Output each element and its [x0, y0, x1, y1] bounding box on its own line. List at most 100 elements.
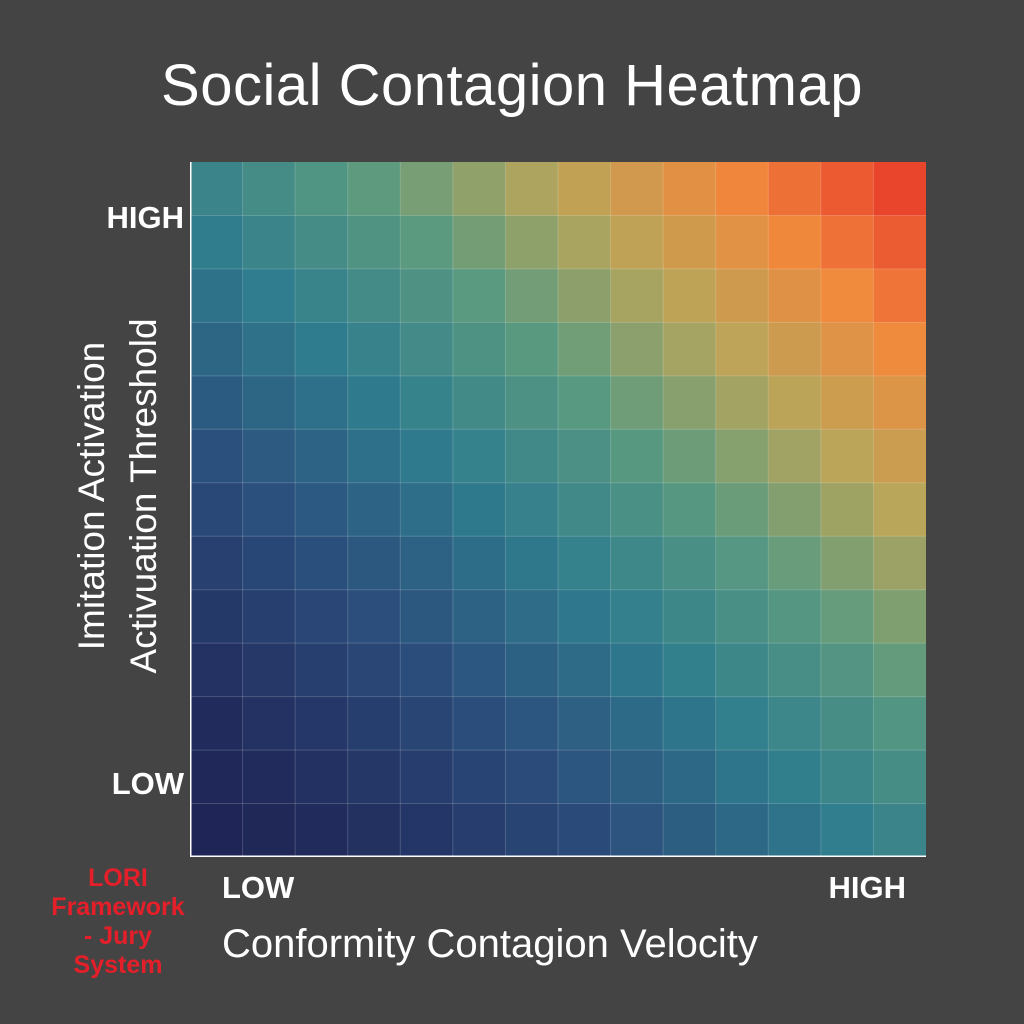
heatmap-cell — [715, 322, 769, 377]
heatmap-cell — [190, 375, 244, 430]
heatmap-cell — [452, 589, 506, 644]
heatmap-cell — [558, 696, 612, 751]
heatmap-cell — [715, 429, 769, 484]
heatmap-cell — [820, 375, 874, 430]
heatmap-cell — [400, 375, 454, 430]
heatmap-cell — [295, 482, 349, 537]
heatmap-cell — [558, 589, 612, 644]
heatmap-cell — [873, 429, 926, 484]
heatmap-cell — [242, 696, 296, 751]
heatmap-cell — [610, 215, 664, 270]
heatmap-cell — [610, 429, 664, 484]
heatmap-cell — [558, 375, 612, 430]
heatmap-cell — [558, 643, 612, 698]
heatmap-cell — [347, 750, 401, 805]
heatmap-cell — [400, 696, 454, 751]
heatmap-cell — [505, 162, 559, 216]
heatmap-cell — [190, 429, 244, 484]
heatmap-cell — [663, 536, 717, 591]
heatmap-cell — [190, 268, 244, 323]
heatmap-cell — [190, 696, 244, 751]
heatmap-cell — [242, 482, 296, 537]
heatmap-cell — [610, 322, 664, 377]
heatmap-cell — [873, 322, 926, 377]
stamp-line-4: System — [73, 951, 163, 979]
x-tick-high: HIGH — [828, 870, 907, 905]
heatmap-cell — [768, 482, 822, 537]
heatmap-cell — [242, 322, 296, 377]
heatmap-cell — [873, 803, 926, 857]
heatmap-cell — [295, 750, 349, 805]
heatmap-cell — [873, 643, 926, 698]
heatmap-cell — [768, 803, 822, 857]
heatmap-cell — [610, 696, 664, 751]
heatmap-cell — [610, 162, 664, 216]
heatmap-cell — [295, 215, 349, 270]
heatmap-cell — [768, 643, 822, 698]
heatmap-cell — [768, 215, 822, 270]
heatmap-cell — [820, 215, 874, 270]
heatmap-cell — [610, 643, 664, 698]
heatmap-cell — [663, 322, 717, 377]
heatmap-cell — [873, 215, 926, 270]
heatmap-cell — [820, 643, 874, 698]
heatmap-cell — [610, 375, 664, 430]
heatmap-cell — [242, 750, 296, 805]
heatmap-cell — [663, 429, 717, 484]
heatmap-cell — [715, 482, 769, 537]
heatmap-cell — [400, 803, 454, 857]
heatmap-cell — [452, 429, 506, 484]
heatmap-cell — [663, 803, 717, 857]
stamp-line-1: LORI — [88, 864, 148, 892]
heatmap-cell — [190, 750, 244, 805]
heatmap-cell — [505, 536, 559, 591]
heatmap-cell — [873, 162, 926, 216]
heatmap-cell — [505, 643, 559, 698]
heatmap-cell — [400, 429, 454, 484]
heatmap-cell — [768, 268, 822, 323]
heatmap-cell — [190, 643, 244, 698]
heatmap-cell — [873, 482, 926, 537]
heatmap-cell — [558, 536, 612, 591]
heatmap-cell — [873, 268, 926, 323]
heatmap-cell — [400, 268, 454, 323]
heatmap-cell — [873, 589, 926, 644]
heatmap-cell — [295, 696, 349, 751]
heatmap-cell — [190, 215, 244, 270]
heatmap-cell — [505, 482, 559, 537]
heatmap-cell — [768, 375, 822, 430]
heatmap-cell — [347, 162, 401, 216]
heatmap-cell — [558, 268, 612, 323]
heatmap-cell — [452, 696, 506, 751]
heatmap-cell — [820, 482, 874, 537]
heatmap-cell — [400, 322, 454, 377]
heatmap-cell — [820, 536, 874, 591]
heatmap-cell — [768, 750, 822, 805]
heatmap-cell — [610, 536, 664, 591]
heatmap-cell — [715, 750, 769, 805]
heatmap-cell — [820, 162, 874, 216]
heatmap-cell — [452, 375, 506, 430]
heatmap-cell — [558, 429, 612, 484]
heatmap-cell — [505, 215, 559, 270]
heatmap-cell — [558, 162, 612, 216]
heatmap-cell — [505, 268, 559, 323]
heatmap-cell — [505, 803, 559, 857]
heatmap-cell — [610, 482, 664, 537]
heatmap-cell — [347, 375, 401, 430]
heatmap-cell — [663, 215, 717, 270]
heatmap-cell — [347, 803, 401, 857]
heatmap-cell — [400, 162, 454, 216]
heatmap-cell — [400, 750, 454, 805]
heatmap-cell — [663, 589, 717, 644]
heatmap-cell — [505, 375, 559, 430]
y-axis-label-line-2: Activuation Threshold — [123, 318, 164, 674]
heatmap-cell — [295, 322, 349, 377]
heatmap-cell — [400, 536, 454, 591]
heatmap-cell — [242, 803, 296, 857]
heatmap-plot — [190, 162, 926, 857]
heatmap-cell — [452, 322, 506, 377]
heatmap-cell — [610, 589, 664, 644]
heatmap-cell — [663, 375, 717, 430]
heatmap-cell — [663, 482, 717, 537]
